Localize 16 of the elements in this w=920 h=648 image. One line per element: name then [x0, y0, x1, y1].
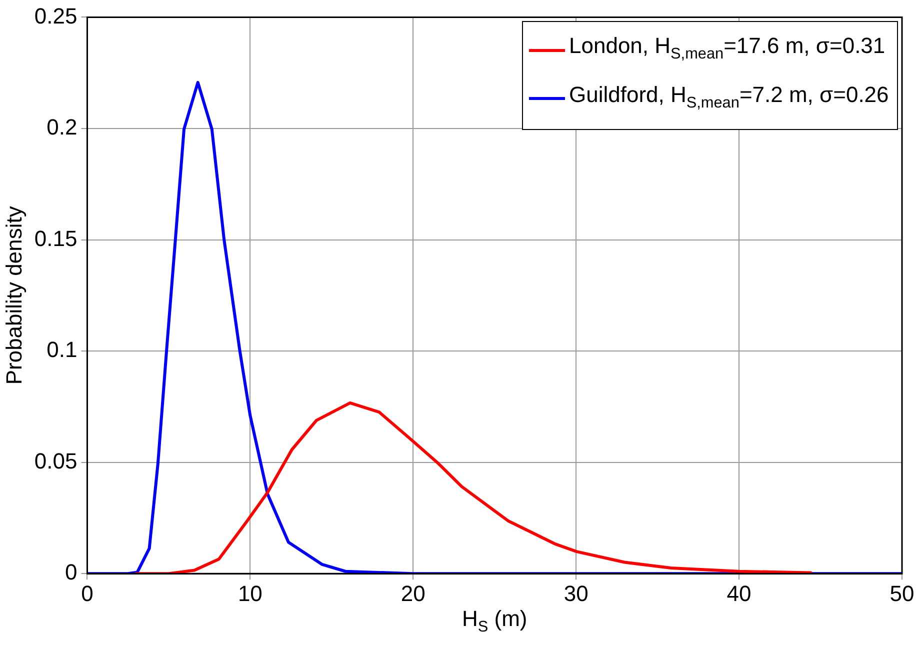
x-tick-label: 20	[400, 580, 426, 606]
x-tick-label: 40	[726, 580, 752, 606]
y-tick-label: 0.2	[46, 114, 78, 140]
x-tick-label: 0	[81, 580, 94, 606]
y-tick-label: 0.1	[46, 337, 78, 362]
y-tick-label: 0.15	[34, 226, 78, 251]
y-tick-label: 0.05	[34, 448, 78, 474]
legend-label: London, H$_{S,mean}$=17.6 m, σ=0.31	[569, 32, 886, 65]
x-axis-title: H$_{S}$ (m)	[460, 606, 528, 636]
x-tick-label: 30	[564, 580, 588, 606]
legend-label: Guildford, H$_{S,mean}$=7.2 m, σ=0.26	[569, 80, 889, 113]
y-tick-label: 0	[64, 560, 78, 585]
y-tick-label: 0.25	[34, 3, 78, 28]
x-tick-label: 10	[238, 580, 262, 606]
y-axis-title: Probability density	[1, 206, 26, 385]
x-tick-label: 50	[890, 580, 914, 606]
